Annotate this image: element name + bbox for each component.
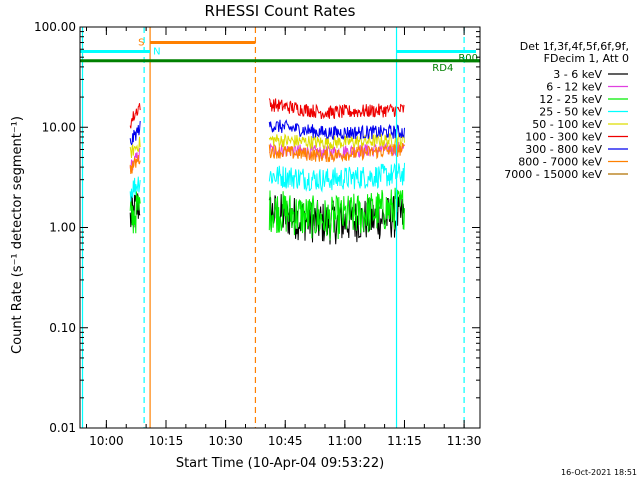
series-trace — [129, 103, 141, 129]
legend-label: 50 - 100 keV — [532, 118, 602, 131]
legend-entry: 800 - 7000 keV — [518, 156, 628, 169]
legend-label: 800 - 7000 keV — [518, 156, 602, 169]
x-tick-label: 10:30 — [208, 434, 243, 448]
legend-label: 100 - 300 keV — [525, 131, 602, 144]
x-tick-label: 10:15 — [149, 434, 184, 448]
legend-label: 3 - 6 keV — [553, 68, 602, 81]
legend-header-line: FDecim 1, Att 0 — [544, 52, 629, 65]
series-trace — [129, 136, 141, 159]
x-tick-label: 10:45 — [268, 434, 303, 448]
legend-label: 300 - 800 keV — [525, 143, 602, 156]
x-tick-label: 11:30 — [447, 434, 482, 448]
x-tick-label: 10:00 — [89, 434, 124, 448]
legend-entry: 25 - 50 keV — [539, 106, 628, 119]
series-trace — [268, 132, 405, 151]
series-25-50keV-line — [129, 162, 405, 202]
legend-label: 7000 - 15000 keV — [504, 168, 602, 181]
annotation-label-rd4: RD4 — [432, 63, 453, 74]
series-trace — [268, 162, 405, 193]
series-trace — [129, 176, 141, 202]
x-axis-label: Start Time (10-Apr-04 09:53:22) — [176, 456, 384, 471]
series-trace — [268, 119, 405, 141]
y-tick-label: 100.00 — [34, 20, 76, 34]
markers-layer: SN RD4 R00 — [80, 27, 480, 428]
series-3-6keV-line — [129, 193, 405, 245]
legend-entry: 50 - 100 keV — [532, 118, 628, 131]
x-tick-label: 11:00 — [328, 434, 363, 448]
chart-title: RHESSI Count Rates — [205, 2, 356, 20]
series-trace — [268, 98, 405, 120]
series-trace — [268, 194, 405, 245]
series-trace — [129, 191, 141, 234]
annotation-label-r00: R00 — [458, 53, 478, 64]
legend-entry: 300 - 800 keV — [525, 143, 628, 156]
series-trace — [129, 154, 141, 175]
y-tick-label: 0.01 — [49, 421, 76, 435]
footer-timestamp: 16-Oct-2021 18:51 — [561, 468, 637, 477]
legend-entry: 100 - 300 keV — [525, 131, 628, 144]
x-tick-label: 11:15 — [387, 434, 422, 448]
legend-entry: 6 - 12 keV — [546, 81, 628, 94]
y-tick-label: 1.00 — [49, 221, 76, 235]
series-trace — [268, 142, 405, 163]
series-50-100keV-line — [129, 132, 405, 159]
y-axis-label: Count Rate (s⁻¹ detector segment⁻¹) — [10, 116, 25, 354]
legend-label: 12 - 25 keV — [539, 93, 602, 106]
legend-entry: 7000 - 15000 keV — [504, 168, 628, 181]
annotation-label-s: S — [138, 38, 144, 49]
series-800-7000keV-line — [129, 142, 405, 175]
series-trace — [129, 120, 141, 146]
series-300-800keV-line — [129, 119, 405, 146]
series-trace — [129, 193, 141, 228]
annotation-label-n: N — [153, 46, 160, 57]
y-tick-label: 0.10 — [49, 321, 76, 335]
legend: Det 1f,3f,4f,5f,6f,9f,FDecim 1, Att 0 3 -… — [504, 40, 629, 181]
series-100-300keV-line — [129, 98, 405, 129]
legend-entry: 12 - 25 keV — [539, 93, 628, 106]
series-trace — [268, 187, 405, 241]
legend-header-line: Det 1f,3f,4f,5f,6f,9f, — [520, 40, 629, 53]
legend-label: 6 - 12 keV — [546, 81, 602, 94]
series-layer — [129, 98, 405, 245]
ticks-layer: 0.01 0.10 1.00 10.00 100.00 10:00 10:15 10:30 10… — [34, 20, 481, 448]
legend-label: 25 - 50 keV — [539, 106, 602, 119]
y-tick-label: 10.00 — [42, 120, 76, 134]
series-12-25keV-line — [129, 187, 405, 241]
legend-entry: 3 - 6 keV — [553, 68, 628, 81]
